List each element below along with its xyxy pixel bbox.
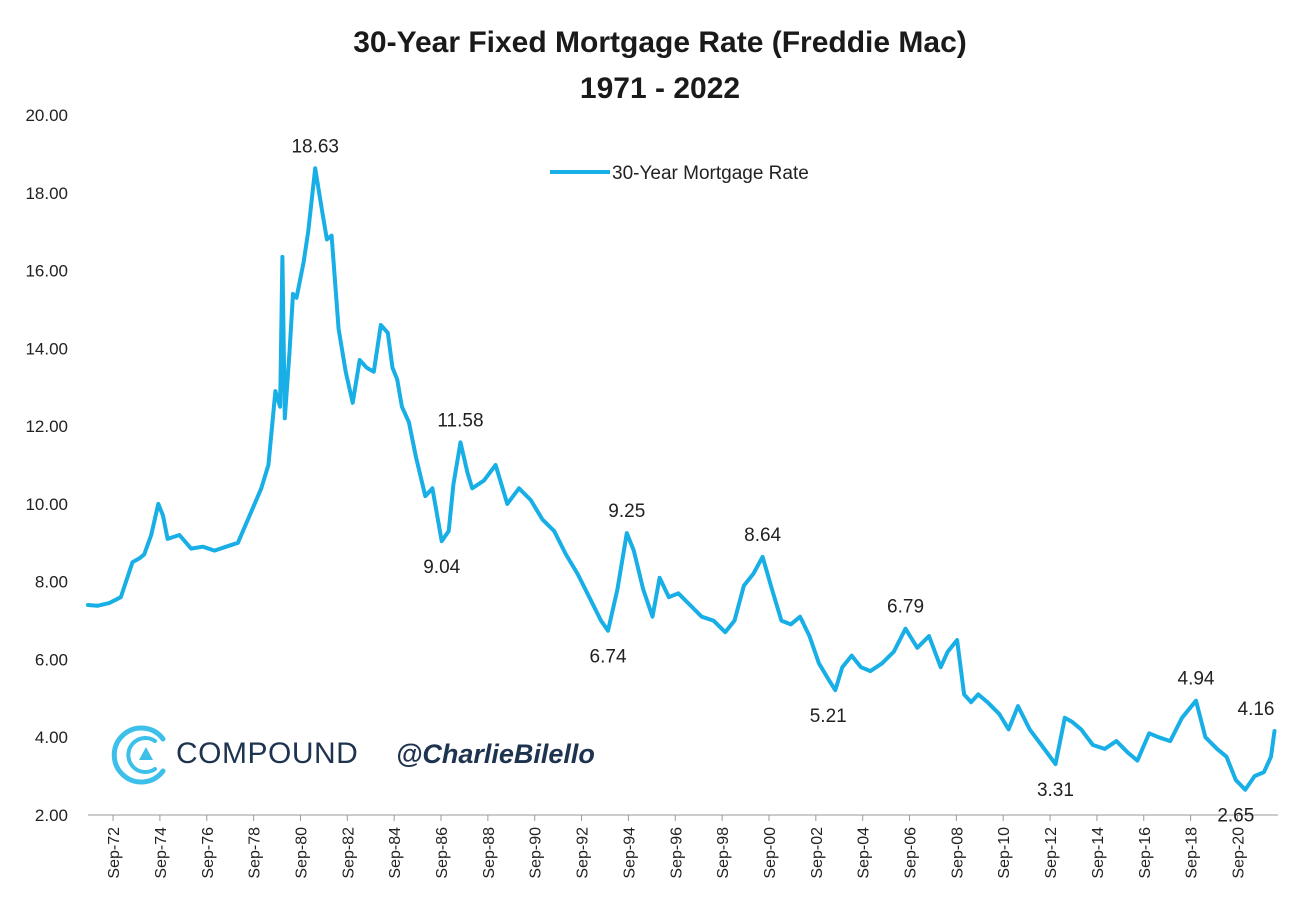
x-tick-label: Sep-76 [200, 827, 217, 879]
x-tick-label: Sep-98 [715, 827, 732, 879]
y-tick-label: 4.00 [35, 728, 68, 747]
data-label-2-65: 2.65 [1217, 806, 1254, 827]
data-label-6-79: 6.79 [887, 597, 924, 618]
data-label-8-64: 8.64 [744, 525, 781, 546]
x-tick-label: Sep-72 [106, 827, 123, 879]
x-tick-label: Sep-12 [1043, 827, 1060, 879]
x-tick-label: Sep-90 [528, 827, 545, 879]
x-tick-label: Sep-96 [668, 827, 685, 879]
x-tick-label: Sep-88 [481, 827, 498, 879]
x-tick-label: Sep-86 [434, 827, 451, 879]
data-label-9-25: 9.25 [608, 501, 645, 522]
x-tick-label: Sep-14 [1090, 827, 1107, 879]
y-tick-label: 6.00 [35, 650, 68, 669]
brand-handle: @CharlieBilello [396, 739, 595, 769]
x-tick-label: Sep-08 [949, 827, 966, 879]
branding: COMPOUND @CharlieBilello [111, 725, 595, 785]
legend: 30-Year Mortgage Rate [550, 163, 809, 184]
x-tick-label: Sep-78 [247, 827, 264, 879]
x-tick-label: Sep-94 [621, 827, 638, 879]
y-axis-ticks: 2.00 4.00 6.00 8.00 10.00 12.00 14.00 16.00 18.0… [25, 106, 68, 825]
x-tick-label: Sep-18 [1184, 827, 1201, 879]
y-tick-label: 14.00 [25, 339, 68, 358]
data-label-6-74: 6.74 [590, 647, 627, 668]
y-tick-label: 16.00 [25, 262, 68, 281]
y-tick-label: 2.00 [35, 806, 68, 825]
x-tick-label: Sep-00 [762, 827, 779, 879]
x-tick-label: Sep-04 [856, 827, 873, 879]
x-tick-label: Sep-92 [575, 827, 592, 879]
y-tick-label: 18.00 [25, 184, 68, 203]
series-line-30-year-mortgage-rate [86, 166, 1277, 792]
data-label-18-63: 18.63 [291, 136, 339, 157]
data-label-9-04: 9.04 [423, 557, 460, 578]
x-axis-ticks: Sep-72 Sep-74 Sep-76 Sep-78 Sep-80 Sep-82 Sep-… [106, 815, 1247, 879]
data-label-3-31: 3.31 [1037, 780, 1074, 801]
y-tick-label: 10.00 [25, 495, 68, 514]
data-label-5-21: 5.21 [810, 706, 847, 727]
compound-c-logo-icon [111, 725, 166, 785]
data-annotations: 18.63 11.58 9.04 9.25 6.74 8.64 5.21 6.79 3.31 4.… [291, 136, 1274, 826]
data-label-11-58: 11.58 [437, 410, 483, 431]
x-tick-label: Sep-02 [809, 827, 826, 879]
x-tick-label: Sep-10 [996, 827, 1013, 879]
y-tick-label: 8.00 [35, 573, 68, 592]
chart-subtitle: 1971 - 2022 [580, 72, 740, 105]
legend-label: 30-Year Mortgage Rate [612, 163, 809, 184]
x-tick-label: Sep-20 [1230, 827, 1247, 879]
x-tick-label: Sep-16 [1137, 827, 1154, 879]
x-tick-label: Sep-80 [293, 827, 310, 879]
y-tick-label: 20.00 [25, 106, 68, 125]
data-label-4-16: 4.16 [1238, 699, 1275, 720]
x-tick-label: Sep-06 [903, 827, 920, 879]
brand-name: COMPOUND [176, 737, 358, 770]
x-tick-label: Sep-74 [153, 827, 170, 879]
x-tick-label: Sep-82 [340, 827, 357, 879]
data-label-4-94: 4.94 [1178, 669, 1215, 690]
chart-title: 30-Year Fixed Mortgage Rate (Freddie Mac… [353, 26, 967, 59]
y-tick-label: 12.00 [25, 417, 68, 436]
x-tick-label: Sep-84 [387, 827, 404, 879]
